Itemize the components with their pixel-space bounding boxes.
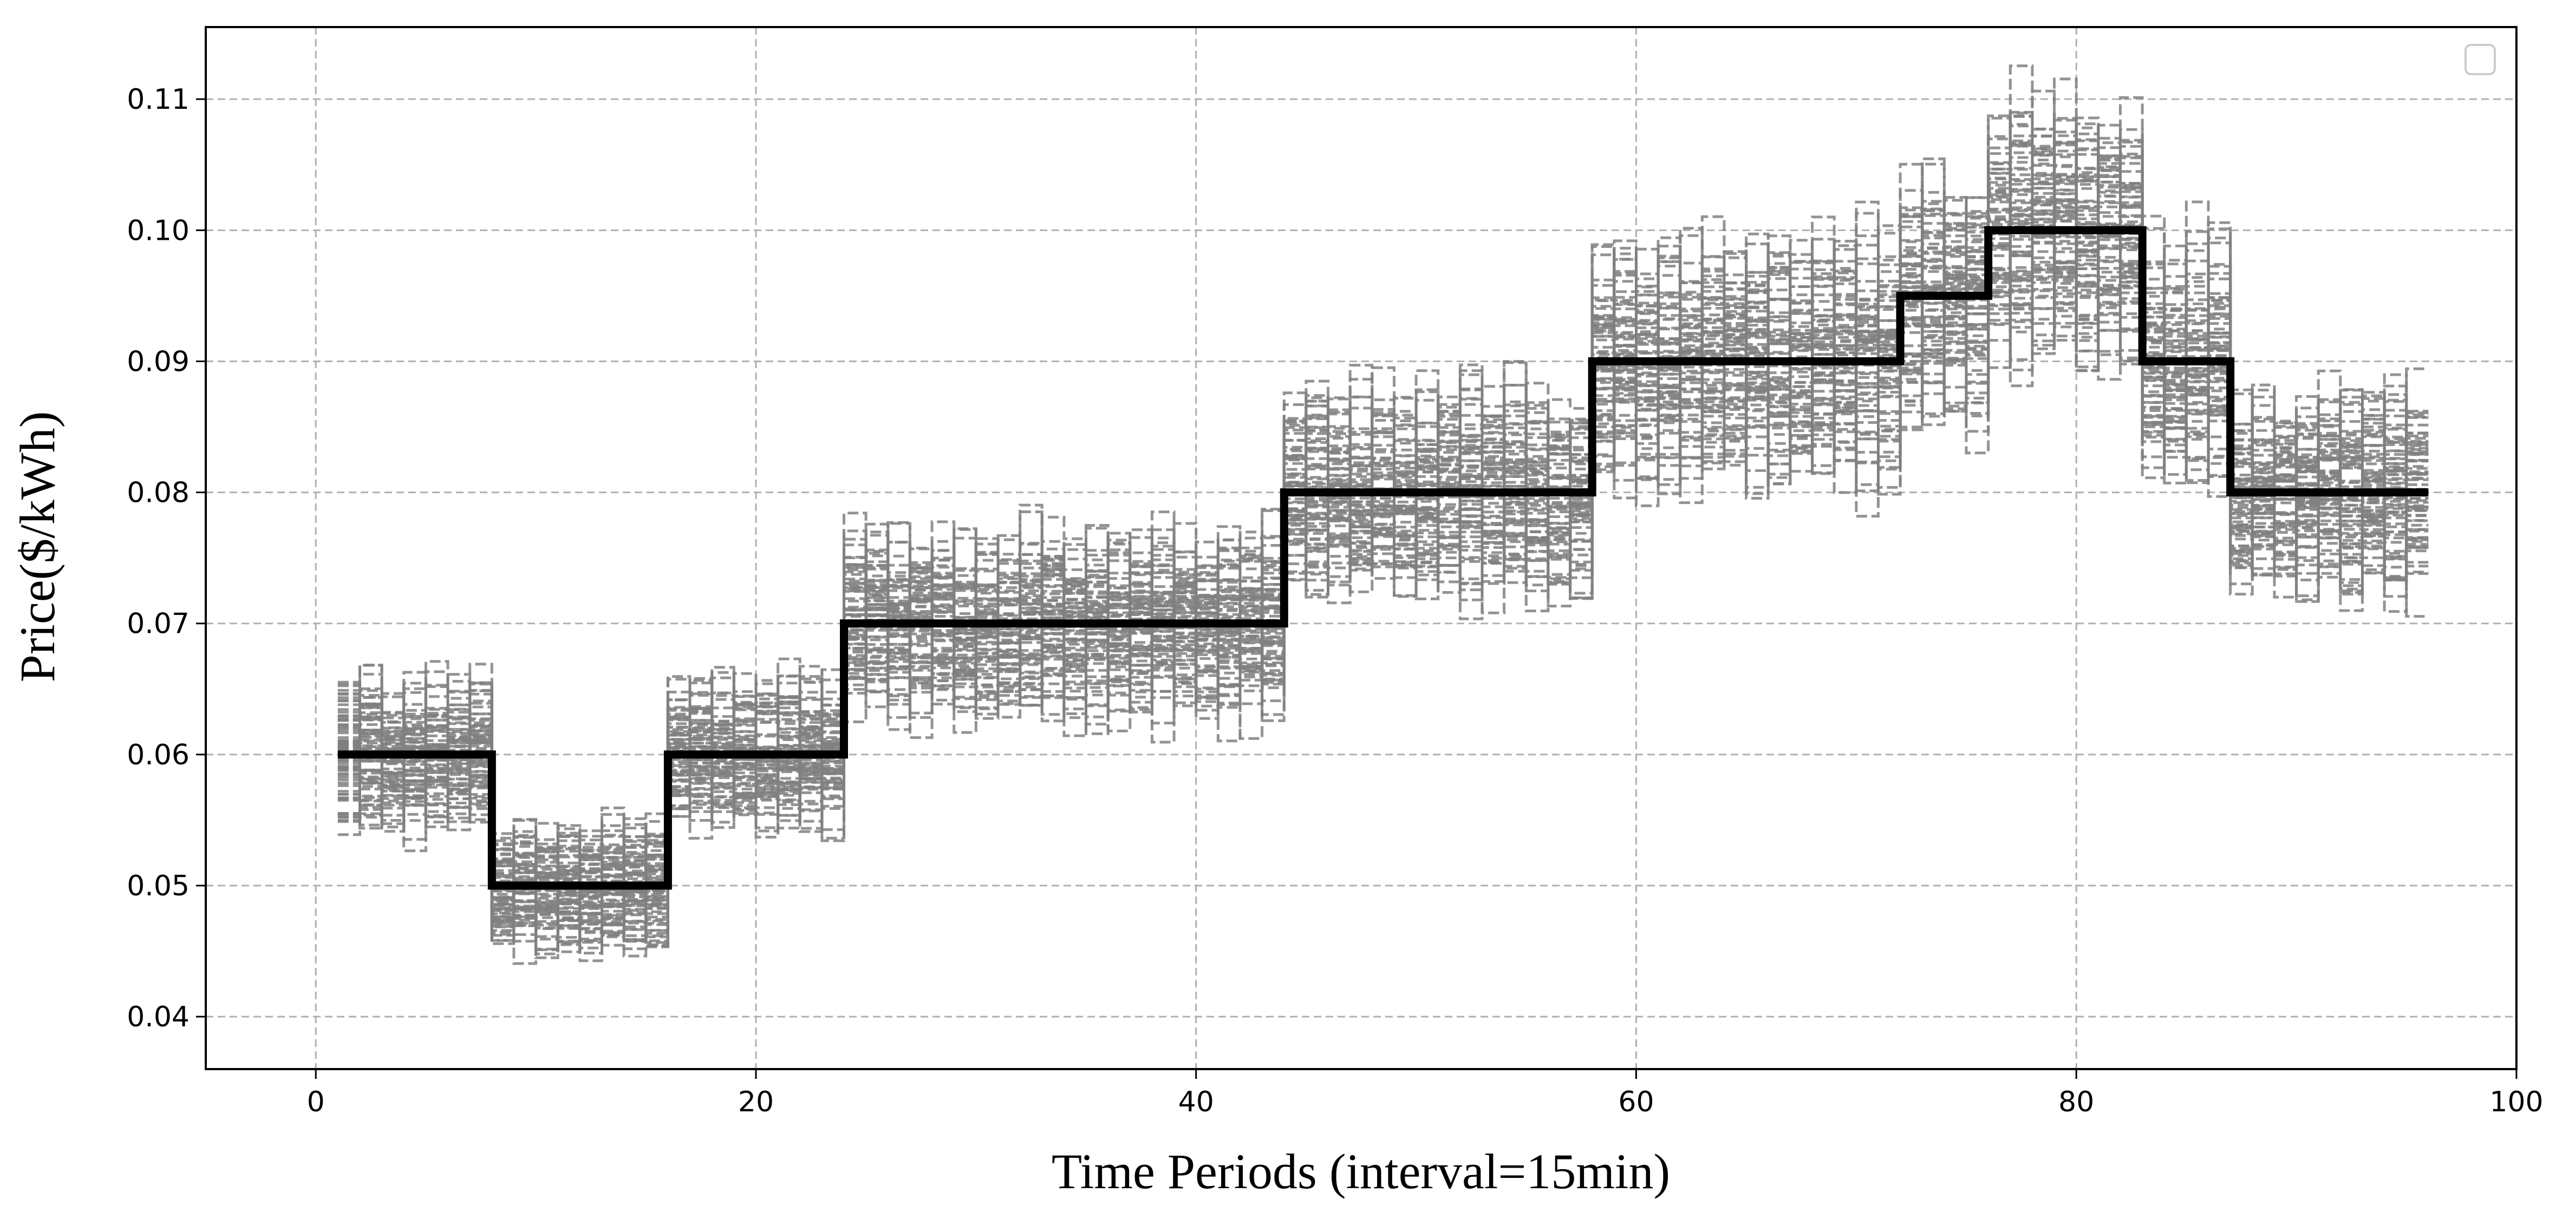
scenario-line: [337, 148, 2429, 930]
scenario-line: [337, 143, 2429, 930]
scenario-line: [337, 164, 2429, 952]
y-tick-label: 0.08: [127, 477, 190, 509]
scenario-line: [337, 132, 2429, 913]
scenario-line: [337, 135, 2429, 909]
y-tick-label: 0.09: [127, 345, 190, 378]
scenario-line: [337, 142, 2429, 929]
legend-box: [2464, 44, 2496, 75]
scenario-line: [337, 167, 2429, 902]
y-tick-label: 0.05: [127, 870, 190, 902]
scenario-line: [337, 159, 2429, 925]
tick-layer: 0 20 40 60 80 100 0.04 0.05 0.06 0.07 0.08 0.09 0.10…: [127, 83, 2543, 1118]
x-tick-label: 80: [2058, 1086, 2094, 1118]
base-price-line: [337, 226, 2429, 890]
scenario-line: [337, 163, 2429, 948]
y-axis-title: Price($/kWh): [10, 411, 65, 683]
scenario-line: [337, 169, 2429, 944]
scenario-line: [337, 144, 2429, 938]
y-tick-label: 0.10: [127, 214, 190, 247]
x-tick-label: 100: [2489, 1086, 2543, 1118]
x-tick-label: 40: [1178, 1086, 1214, 1118]
scenario-line: [337, 157, 2429, 919]
x-axis-title: Time Periods (interval=15min): [1052, 1144, 1670, 1199]
base-price-layer: [337, 226, 2429, 890]
y-tick-label: 0.06: [127, 739, 190, 771]
x-tick-label: 60: [1618, 1086, 1654, 1118]
scenario-lines: [337, 64, 2429, 965]
x-tick-label: 0: [307, 1086, 325, 1118]
scenario-line: [337, 149, 2429, 915]
y-tick-label: 0.04: [127, 1001, 190, 1033]
plot-frame: [205, 26, 2518, 1070]
scenario-line: [337, 199, 2429, 937]
scenario-line: [337, 147, 2429, 936]
x-tick-label: 20: [738, 1086, 774, 1118]
y-tick-label: 0.07: [127, 608, 190, 640]
scenario-line: [337, 156, 2429, 933]
scenario-line: [337, 145, 2429, 936]
grid-layer: [206, 27, 2518, 1069]
scenario-line: [337, 154, 2429, 935]
scenario-line: [337, 128, 2429, 955]
y-tick-label: 0.11: [127, 83, 190, 116]
